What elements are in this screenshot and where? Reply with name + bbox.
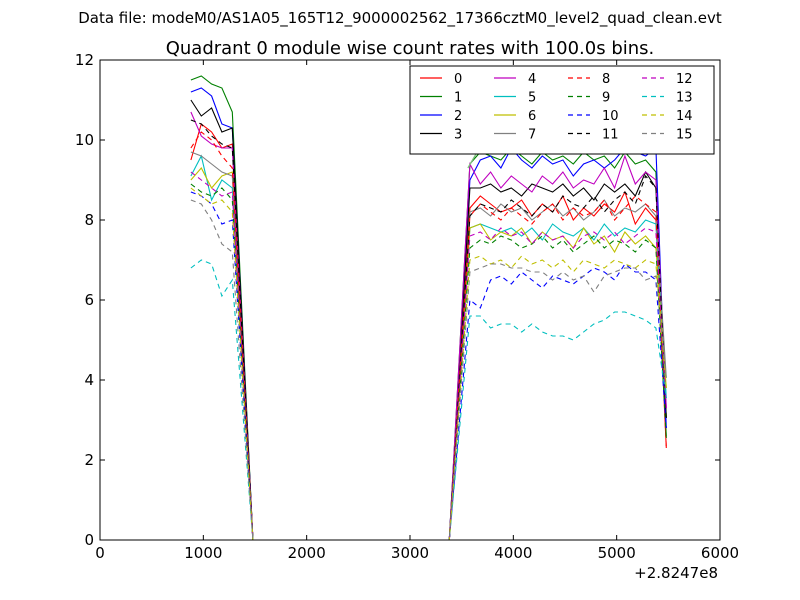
- legend-label-2: 2: [454, 109, 462, 124]
- y-tick-label: 12: [75, 51, 94, 69]
- chart-suptitle: Data file: modeM0/AS1A05_165T12_90000025…: [78, 9, 722, 28]
- series-line-8: [190, 131, 667, 541]
- x-tick-label: 4000: [494, 544, 532, 562]
- y-tick-label: 4: [84, 371, 94, 389]
- x-offset-label: +2.8247e8: [634, 564, 718, 582]
- x-tick-label: 3000: [391, 544, 429, 562]
- x-tick-label: 2000: [288, 544, 326, 562]
- x-tick-label: 1000: [184, 544, 222, 562]
- legend-box: [409, 65, 715, 155]
- legend-label-1: 1: [454, 91, 462, 106]
- plot-frame: [99, 59, 721, 541]
- series-line-7: [190, 151, 667, 541]
- legend-label-7: 7: [528, 128, 536, 143]
- series-line-13: [190, 259, 667, 541]
- y-tick-label: 6: [84, 291, 94, 309]
- legend-label-14: 14: [676, 109, 693, 124]
- legend-label-10: 10: [602, 109, 619, 124]
- series-line-15: [190, 199, 667, 541]
- legend-label-3: 3: [454, 128, 462, 143]
- series-line-11: [190, 119, 667, 541]
- y-tick-label: 0: [84, 531, 94, 549]
- y-tick-label: 2: [84, 451, 94, 469]
- legend-label-8: 8: [602, 72, 610, 87]
- y-tick-label: 8: [84, 211, 94, 229]
- series-line-10: [190, 191, 667, 541]
- legend-label-4: 4: [528, 72, 536, 87]
- legend-label-5: 5: [528, 91, 536, 106]
- legend-label-12: 12: [676, 72, 693, 87]
- x-tick-label: 5000: [598, 544, 636, 562]
- series-line-12: [190, 171, 667, 541]
- x-tick-label: 6000: [701, 544, 739, 562]
- legend-label-6: 6: [528, 109, 536, 124]
- series-line-3: [190, 99, 667, 541]
- legend-label-9: 9: [602, 91, 610, 106]
- legend-label-15: 15: [676, 128, 693, 143]
- series-line-14: [190, 187, 667, 541]
- chart-title: Quadrant 0 module wise count rates with …: [166, 38, 655, 59]
- y-tick-label: 10: [75, 131, 94, 149]
- legend-label-11: 11: [602, 128, 619, 143]
- legend-label-0: 0: [454, 72, 462, 87]
- x-tick-label: 0: [95, 544, 105, 562]
- legend-label-13: 13: [676, 91, 693, 106]
